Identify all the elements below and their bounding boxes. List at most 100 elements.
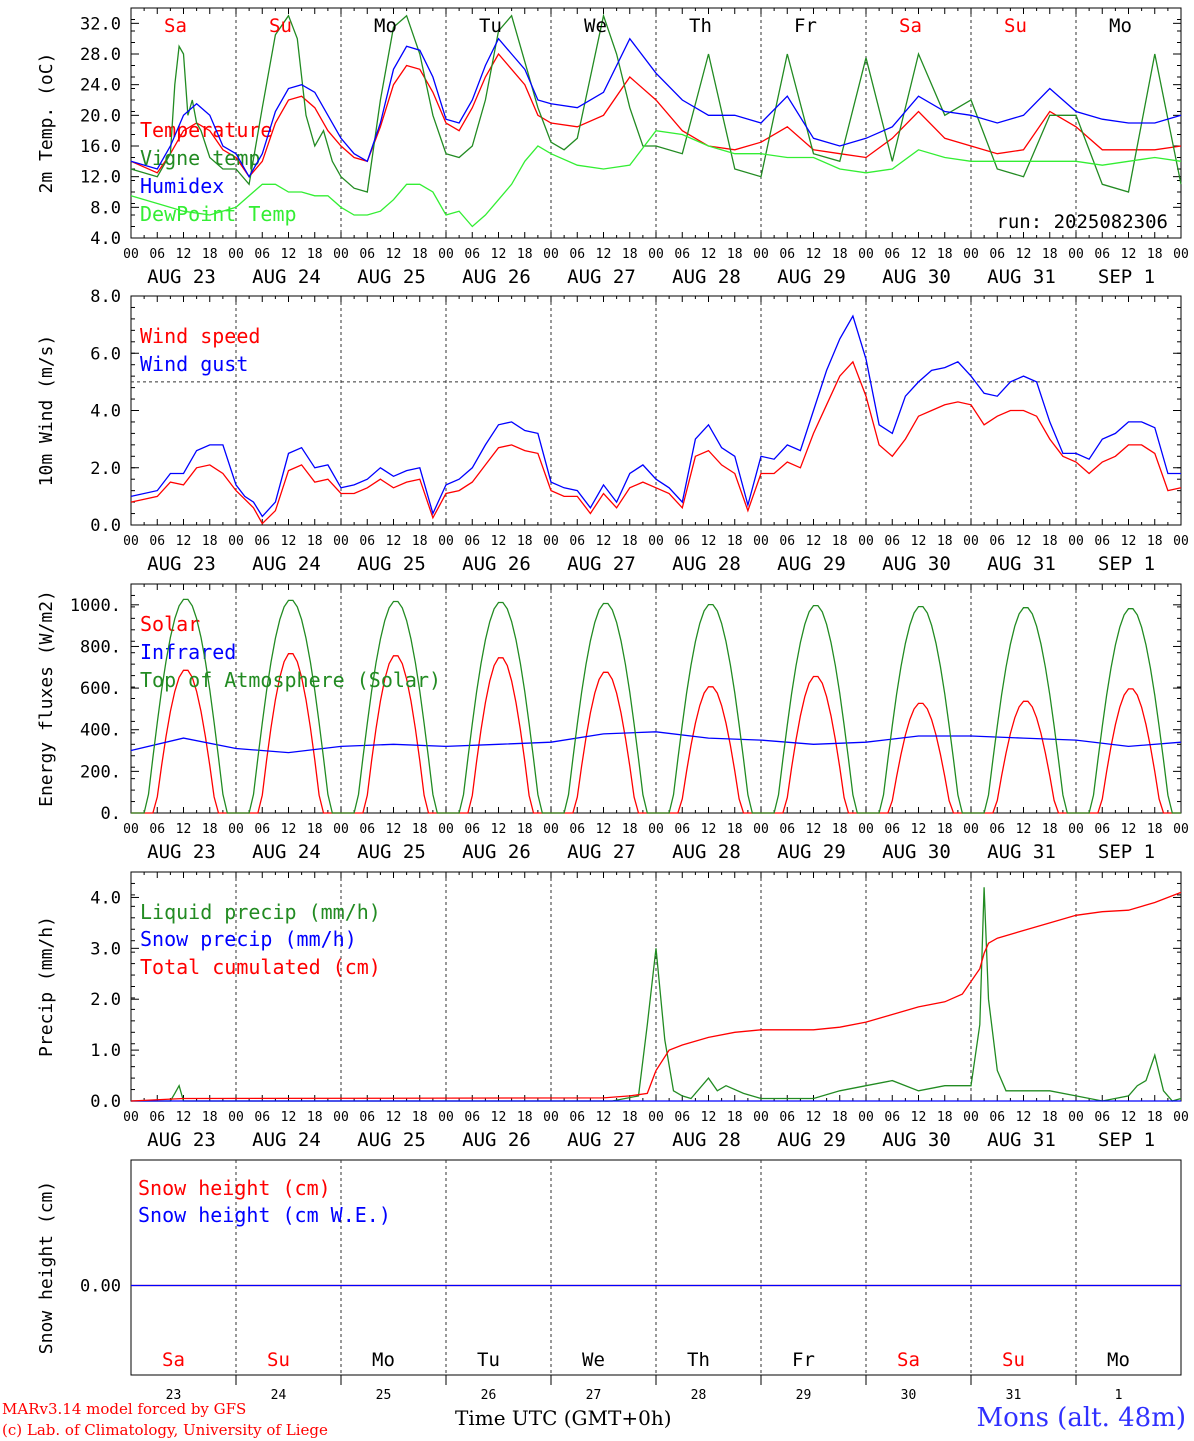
hour-tick-label: 18 bbox=[937, 822, 953, 837]
date-label: AUG 30 bbox=[882, 266, 951, 288]
y-tick-label: 0.0 bbox=[90, 1092, 121, 1112]
hour-tick-label: 00 bbox=[438, 534, 454, 549]
hour-tick-label: 18 bbox=[832, 247, 848, 262]
date-label: AUG 26 bbox=[462, 266, 531, 288]
hour-tick-label: 06 bbox=[884, 822, 900, 837]
date-label: AUG 28 bbox=[672, 841, 741, 863]
x-axis-title: Time UTC (GMT+0h) bbox=[455, 1406, 672, 1430]
hour-tick-label: 06 bbox=[884, 534, 900, 549]
hour-tick-label: 00 bbox=[858, 247, 874, 262]
hour-tick-label: 12 bbox=[1016, 534, 1032, 549]
legend-entry: Top of Atmosphere (Solar) bbox=[140, 668, 441, 692]
hour-tick-label: 00 bbox=[228, 1110, 244, 1125]
lab-credit: (c) Lab. of Climatology, University of L… bbox=[2, 1421, 328, 1439]
series-line bbox=[130, 731, 1182, 754]
hour-tick-label: 06 bbox=[779, 822, 795, 837]
hour-tick-label: 00 bbox=[543, 1110, 559, 1125]
y-tick-label: 24.0 bbox=[80, 76, 121, 96]
hour-tick-label: 18 bbox=[622, 822, 638, 837]
hour-tick-label: 18 bbox=[727, 1110, 743, 1125]
hour-tick-label: 00 bbox=[438, 822, 454, 837]
panel-4: 00 06 12 18 00 06 12 18 00 06 12 18 00 06 12 18 00 06 12 18… bbox=[36, 871, 1189, 1151]
hour-tick-label: 00 bbox=[1068, 822, 1084, 837]
series-line bbox=[131, 598, 1181, 814]
y-tick-label: 2.0 bbox=[90, 459, 121, 479]
y-tick-label: 200. bbox=[80, 762, 121, 782]
hour-tick-label: 12 bbox=[1016, 247, 1032, 262]
hour-tick-label: 06 bbox=[674, 534, 690, 549]
date-label: AUG 28 bbox=[672, 266, 741, 288]
y-tick-label: 3.0 bbox=[90, 939, 121, 959]
day-number-label: 1 bbox=[1115, 1388, 1123, 1400]
hour-tick-label: 18 bbox=[832, 534, 848, 549]
hour-tick-label: 06 bbox=[464, 1110, 480, 1125]
legend-entry: Infrared bbox=[140, 640, 236, 664]
weekday-label: Th bbox=[689, 15, 712, 37]
y-tick-label: 6.0 bbox=[90, 344, 121, 364]
series-line bbox=[130, 52, 1182, 178]
legend-entry: Vigne temp bbox=[140, 146, 260, 170]
hour-tick-label: 06 bbox=[674, 1110, 690, 1125]
y-tick-label: 400. bbox=[80, 721, 121, 741]
hour-tick-label: 18 bbox=[1147, 1110, 1163, 1125]
hour-tick-label: 18 bbox=[412, 247, 428, 262]
hour-tick-label: 18 bbox=[1042, 822, 1058, 837]
hour-tick-label: 06 bbox=[779, 534, 795, 549]
date-label: AUG 31 bbox=[987, 1129, 1056, 1151]
weekday-label: Sa bbox=[162, 1349, 185, 1371]
date-label: AUG 30 bbox=[882, 553, 951, 575]
hour-tick-label: 18 bbox=[1042, 1110, 1058, 1125]
hour-tick-label: 00 bbox=[858, 822, 874, 837]
weekday-label: Su bbox=[1002, 1349, 1025, 1371]
hour-tick-label: 00 bbox=[963, 1110, 979, 1125]
legend-entry: Total cumulated (cm) bbox=[140, 955, 381, 979]
y-tick-label: 1.0 bbox=[90, 1041, 121, 1061]
hour-tick-label: 06 bbox=[569, 534, 585, 549]
hour-tick-label: 00 bbox=[123, 247, 139, 262]
hour-tick-label: 12 bbox=[701, 534, 717, 549]
date-label: AUG 30 bbox=[882, 1129, 951, 1151]
date-label: AUG 23 bbox=[147, 266, 216, 288]
hour-tick-label: 12 bbox=[701, 247, 717, 262]
hour-tick-label: 12 bbox=[281, 534, 297, 549]
hour-tick-label: 06 bbox=[149, 534, 165, 549]
hour-tick-label: 06 bbox=[254, 534, 270, 549]
hour-tick-label: 00 bbox=[123, 1110, 139, 1125]
legend-entry: Snow precip (mm/h) bbox=[140, 927, 357, 951]
hour-tick-label: 12 bbox=[1016, 822, 1032, 837]
hour-tick-label: 18 bbox=[832, 1110, 848, 1125]
series-line bbox=[130, 891, 1182, 1102]
hour-tick-label: 00 bbox=[648, 1110, 664, 1125]
legend-entry: Temperature bbox=[140, 118, 272, 142]
y-tick-label: 0.0 bbox=[90, 516, 121, 536]
hour-tick-label: 06 bbox=[1094, 534, 1110, 549]
hour-tick-label: 06 bbox=[779, 247, 795, 262]
hour-tick-label: 12 bbox=[491, 1110, 507, 1125]
hour-tick-label: 06 bbox=[464, 247, 480, 262]
day-number-label: 27 bbox=[586, 1388, 602, 1400]
hour-tick-label: 06 bbox=[1094, 1110, 1110, 1125]
hour-tick-label: 12 bbox=[596, 247, 612, 262]
weekday-label: Tu bbox=[479, 15, 502, 37]
hour-tick-label: 00 bbox=[123, 534, 139, 549]
day-number-label: 30 bbox=[901, 1388, 917, 1400]
hour-tick-label: 12 bbox=[911, 534, 927, 549]
hour-tick-label: 00 bbox=[753, 247, 769, 262]
hour-tick-label: 18 bbox=[622, 247, 638, 262]
hour-tick-label: 00 bbox=[963, 247, 979, 262]
date-label: AUG 24 bbox=[252, 841, 321, 863]
hour-tick-label: 18 bbox=[412, 822, 428, 837]
hour-tick-label: 00 bbox=[543, 534, 559, 549]
hour-tick-label: 00 bbox=[1068, 247, 1084, 262]
hour-tick-label: 12 bbox=[491, 822, 507, 837]
weekday-label: Sa bbox=[899, 15, 922, 37]
series-line bbox=[130, 13, 1182, 193]
hour-tick-label: 00 bbox=[333, 534, 349, 549]
hour-tick-label: 00 bbox=[753, 822, 769, 837]
hour-tick-label: 06 bbox=[779, 1110, 795, 1125]
hour-tick-label: 12 bbox=[911, 1110, 927, 1125]
y-tick-label: 1000. bbox=[70, 596, 121, 616]
legend-entry: Liquid precip (mm/h) bbox=[140, 900, 381, 924]
hour-tick-label: 12 bbox=[491, 534, 507, 549]
date-label: AUG 28 bbox=[672, 553, 741, 575]
